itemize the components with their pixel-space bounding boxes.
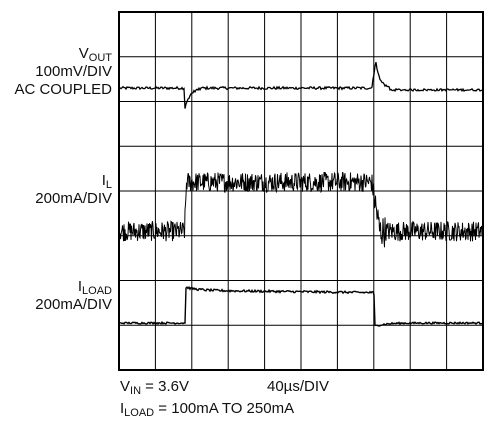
- footer-iload-subscript: LOAD: [124, 407, 155, 419]
- footer-vin-subscript: IN: [130, 385, 142, 397]
- label-iload-subscript: LOAD: [82, 285, 112, 297]
- label-il: IL 200mA/DIV: [35, 172, 112, 208]
- label-vout: VOUT 100mV/DIV AC COUPLED: [14, 45, 112, 99]
- footer-iload-value: = 100mA TO 250mA: [154, 400, 295, 417]
- trace-vout: [119, 62, 483, 109]
- footer-timebase: 40µs/DIV: [267, 378, 329, 395]
- graticule-grid: [119, 12, 483, 370]
- trace-il: [119, 171, 483, 248]
- label-vout-coupling: AC COUPLED: [14, 81, 112, 98]
- label-il-symbol: I: [101, 172, 106, 189]
- graticule-border: [118, 11, 484, 371]
- footer-vin-value: = 3.6V: [141, 378, 189, 395]
- label-il-scale: 200mA/DIV: [35, 190, 112, 207]
- label-vout-symbol: V: [78, 45, 89, 62]
- footer-iload-symbol: I: [120, 400, 125, 417]
- label-iload-symbol: I: [77, 278, 83, 295]
- label-iload: ILOAD 200mA/DIV: [35, 278, 112, 314]
- trace-iload: [119, 285, 483, 327]
- label-iload-scale: 200mA/DIV: [35, 296, 112, 313]
- label-vout-subscript: OUT: [88, 52, 112, 64]
- label-il-subscript: L: [105, 179, 112, 191]
- footer-iload: ILOAD = 100mA TO 250mA: [120, 400, 295, 419]
- footer-vin-symbol: V: [120, 378, 131, 395]
- label-vout-scale: 100mV/DIV: [35, 63, 112, 80]
- footer-vin: VIN = 3.6V: [120, 378, 189, 397]
